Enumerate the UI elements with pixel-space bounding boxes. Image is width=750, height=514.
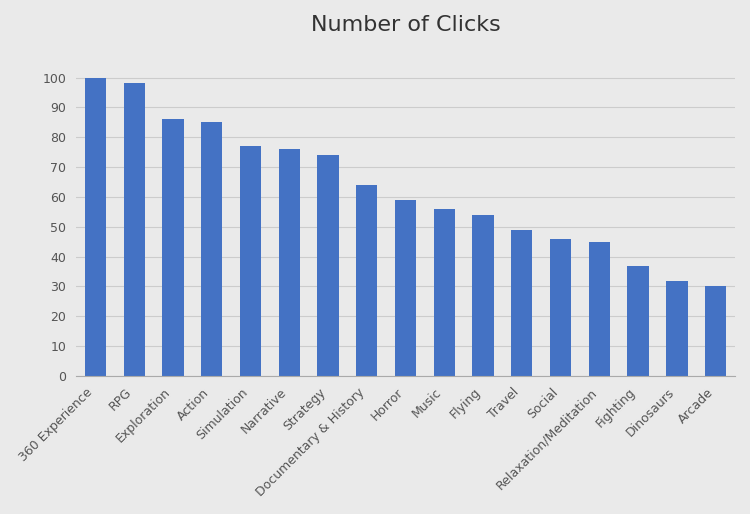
Bar — [433, 209, 455, 376]
Bar — [85, 78, 106, 376]
Bar — [472, 215, 494, 376]
Bar — [356, 185, 377, 376]
Bar — [666, 281, 688, 376]
Bar — [201, 122, 223, 376]
Bar — [240, 146, 261, 376]
Bar — [124, 83, 145, 376]
Bar — [628, 266, 649, 376]
Bar — [589, 242, 610, 376]
Bar — [705, 286, 726, 376]
Bar — [162, 119, 184, 376]
Title: Number of Clicks: Number of Clicks — [310, 15, 500, 35]
Bar — [317, 155, 339, 376]
Bar — [550, 238, 572, 376]
Bar — [395, 200, 416, 376]
Bar — [512, 230, 532, 376]
Bar — [279, 149, 300, 376]
